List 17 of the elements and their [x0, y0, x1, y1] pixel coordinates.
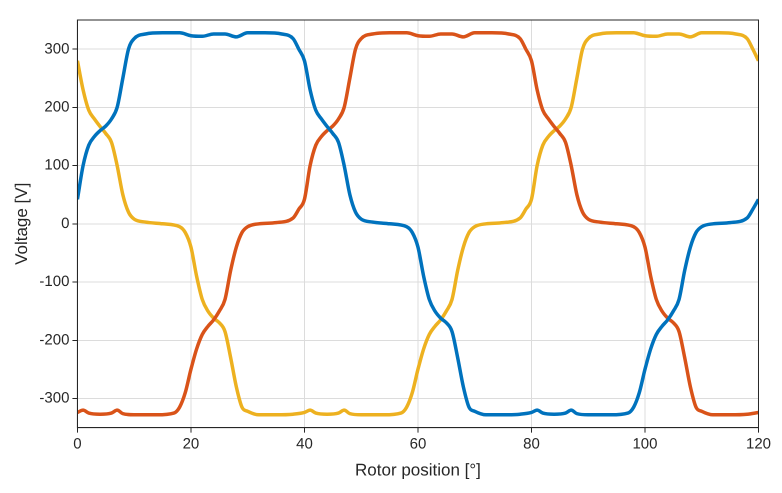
y-tick-label: 100: [44, 156, 70, 174]
x-tick-label: 80: [523, 436, 540, 453]
y-tick-label: -300: [39, 390, 70, 407]
x-tick-label: 120: [746, 436, 771, 453]
x-axis-title: Rotor position [°]: [355, 460, 481, 480]
y-tick-label: 200: [44, 98, 70, 116]
y-tick-label: 0: [61, 214, 70, 232]
x-tick-label: 40: [296, 436, 313, 453]
x-tick-label: 0: [73, 436, 82, 453]
y-tick-label: -100: [39, 273, 70, 290]
x-tick-label: 20: [182, 436, 200, 453]
x-tick-label: 60: [410, 436, 426, 453]
line-series: [77, 31, 758, 417]
y-tick-label: -200: [39, 331, 70, 348]
y-tick-label: 300: [44, 40, 70, 58]
y-axis-title: Voltage [V]: [12, 182, 31, 265]
x-tick-label: 100: [632, 436, 658, 453]
